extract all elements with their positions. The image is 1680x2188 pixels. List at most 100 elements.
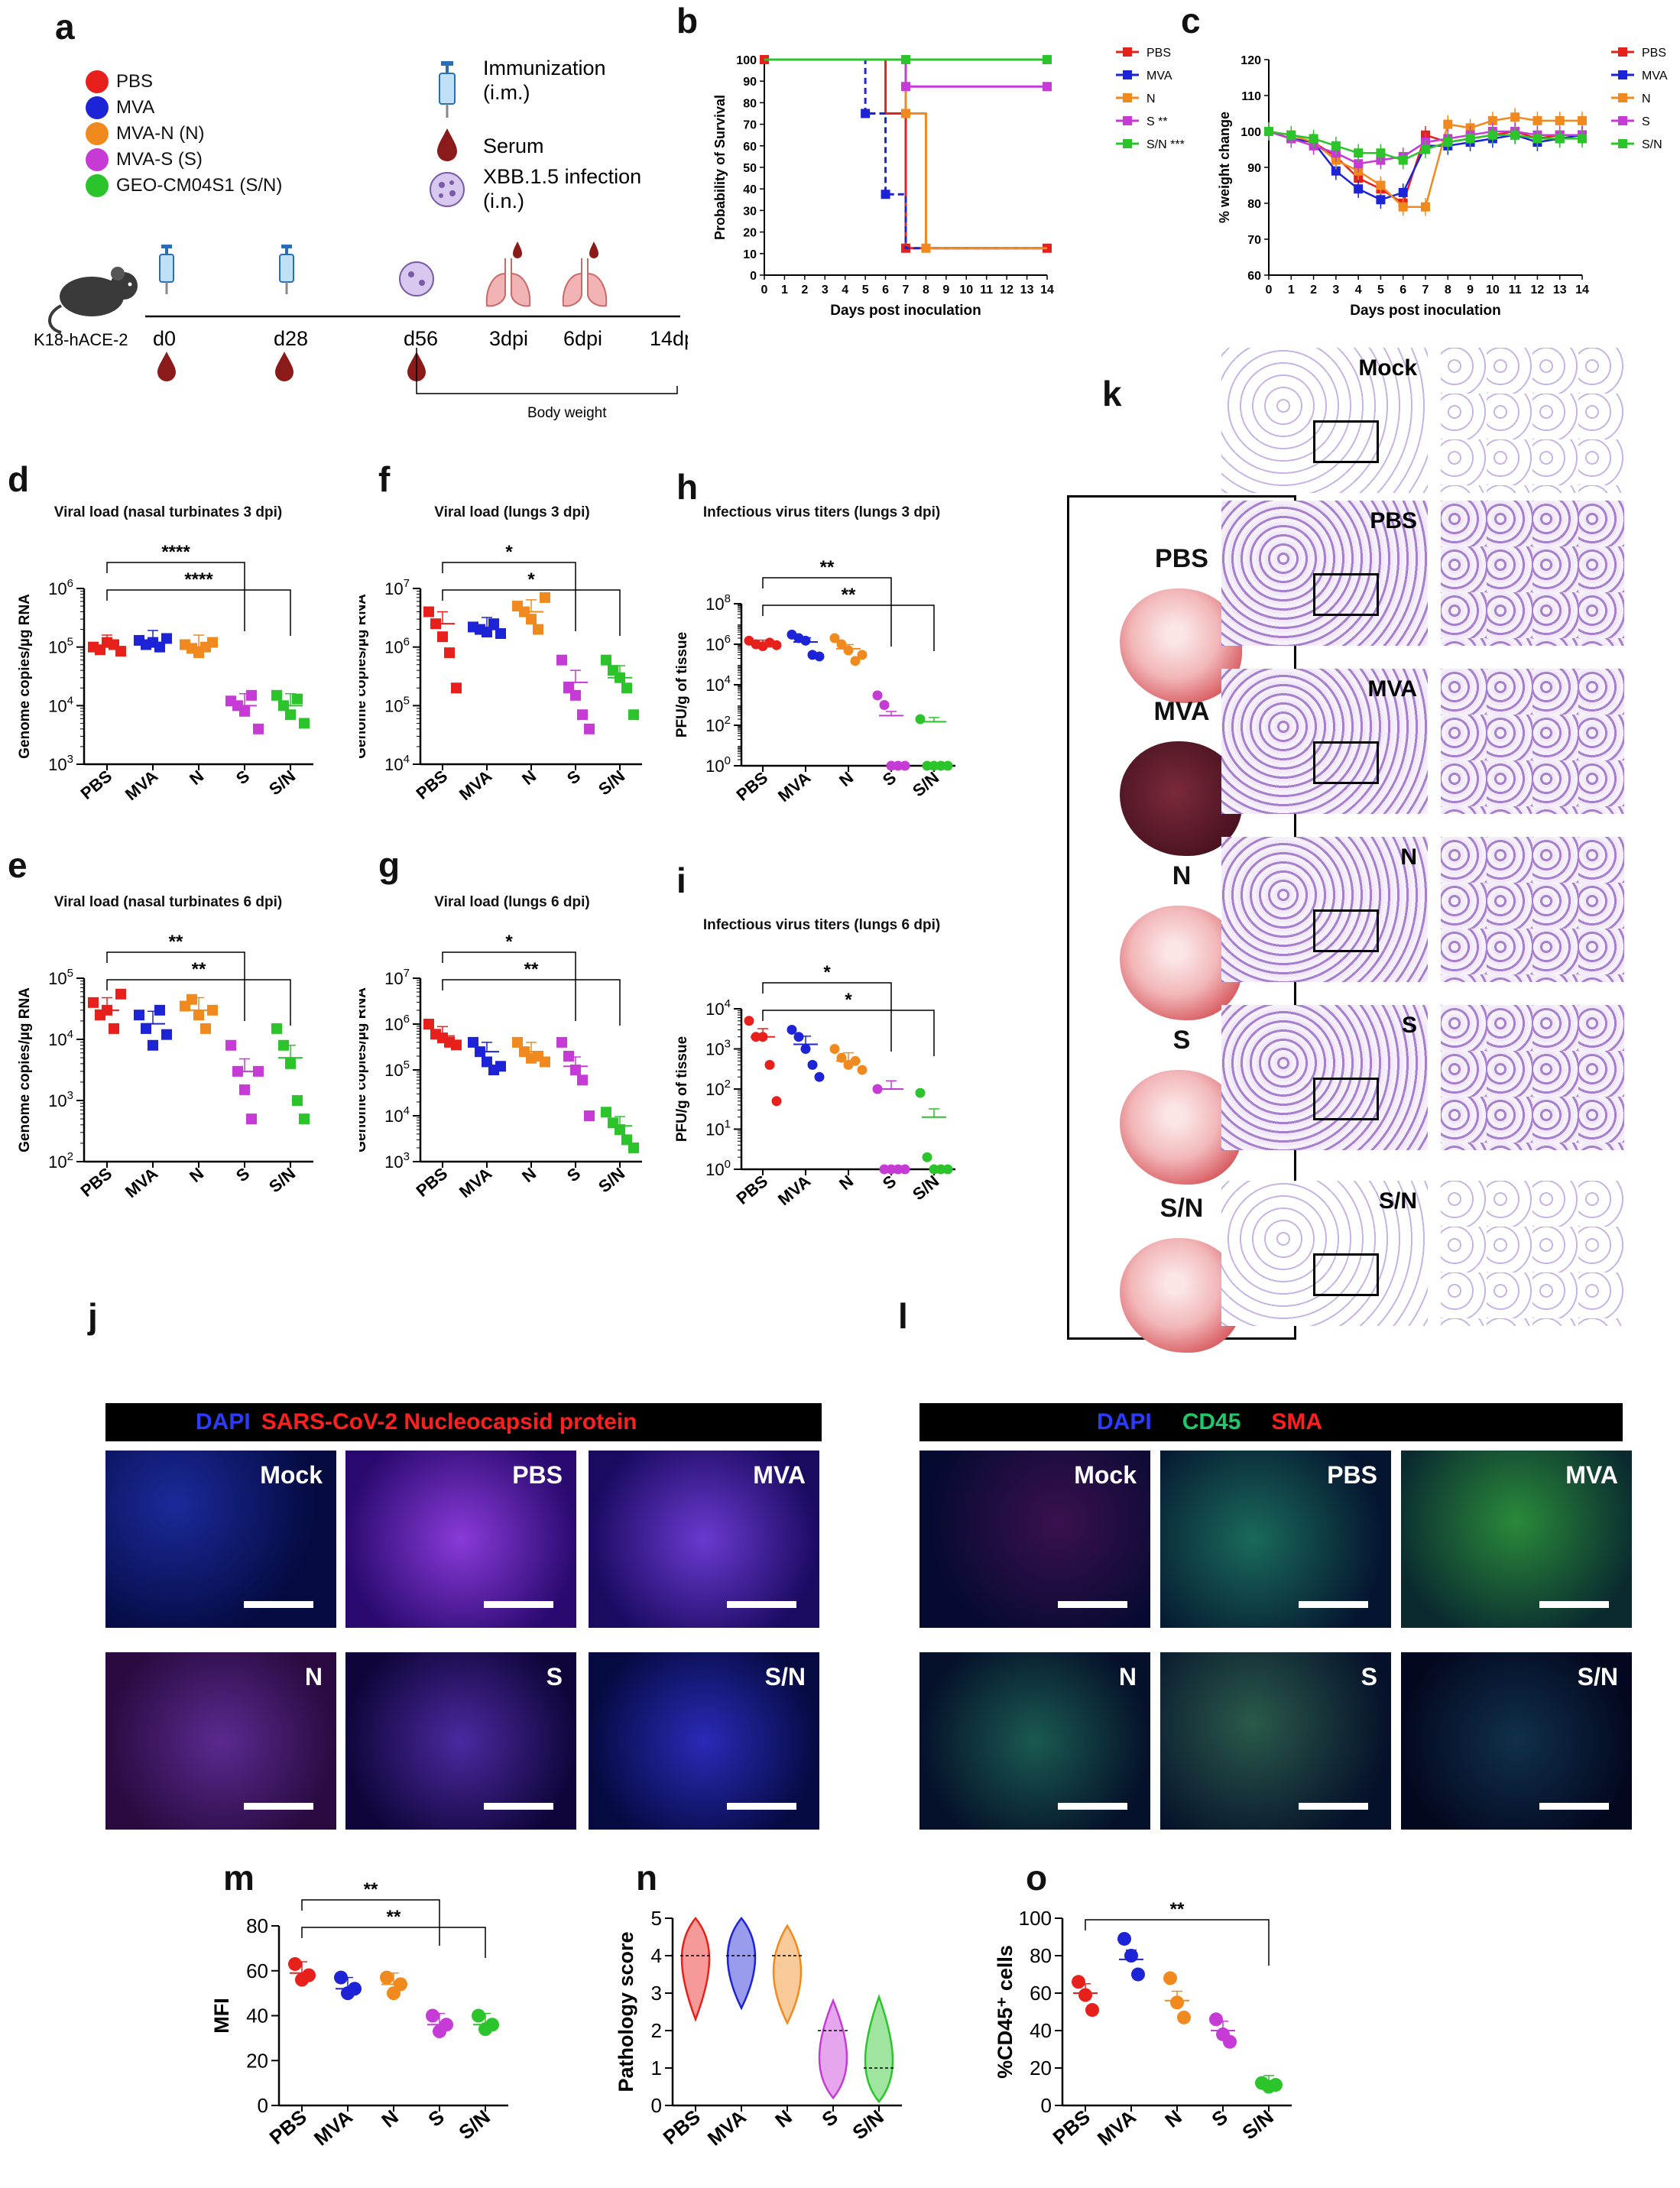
weight-marker	[1487, 130, 1497, 140]
bracket-line	[1085, 1919, 1270, 1966]
x-tick-label: S/N	[595, 767, 628, 799]
significance-bracket: ****	[106, 542, 245, 631]
chart-title-e: Viral load (nasal turbinates 6 dpi)	[54, 894, 283, 910]
significance-label: **	[169, 932, 183, 952]
x-tick-label: PBS	[659, 2105, 705, 2149]
data-point	[793, 1032, 804, 1042]
data-point	[922, 1152, 932, 1162]
legend-marker	[1618, 116, 1627, 125]
y-tick-label: 102	[48, 1150, 73, 1172]
data-point	[200, 1023, 211, 1034]
data-point	[850, 656, 861, 666]
weight-marker	[1443, 138, 1453, 147]
weight-marker	[1398, 155, 1408, 165]
panel-label-e: e	[8, 845, 28, 885]
lungs-icon	[485, 241, 531, 307]
series-MVA: MVA	[764, 58, 1172, 250]
data-point	[299, 718, 310, 729]
data-point	[154, 641, 165, 653]
data-point	[800, 1044, 811, 1054]
legend-label: N	[1642, 92, 1651, 105]
violin	[864, 1994, 894, 2104]
zoom-box	[1313, 741, 1379, 784]
gross-label: N	[1172, 861, 1192, 890]
data-point	[334, 1970, 348, 1985]
significance-bracket: ****	[106, 569, 291, 636]
data-point	[621, 1134, 632, 1146]
schema-a: Immunization (i.m.) Serum XBB.1.5 infect…	[34, 57, 688, 421]
weight-marker	[1331, 166, 1341, 176]
bracket-line	[442, 951, 576, 1021]
weight-marker	[1555, 115, 1565, 125]
fluorescence-label: S	[1361, 1663, 1377, 1690]
x-tick-label: S/N	[595, 1164, 628, 1197]
significance-bracket: **	[442, 959, 621, 1026]
data-point	[872, 690, 883, 701]
legend-label: S/N	[1642, 138, 1662, 151]
y-tick-label: 20	[1030, 2057, 1052, 2079]
data-point	[246, 1113, 257, 1125]
x-tick-label: MVA	[1093, 2105, 1140, 2150]
scale-bar	[727, 1803, 796, 1810]
y-tick-label: 90	[743, 76, 757, 89]
histology-high-mag	[1441, 1005, 1624, 1150]
data-point	[512, 1036, 523, 1048]
data-point	[929, 1164, 939, 1175]
y-tick-label: 70	[1247, 234, 1261, 247]
x-tick-label: N	[377, 2105, 403, 2132]
data-point	[829, 1044, 840, 1054]
timeline-3dpi: 3dpi	[489, 327, 528, 350]
violin	[818, 1998, 848, 2100]
x-tick-label: S	[563, 767, 584, 789]
dot-icon	[86, 96, 109, 119]
zoom-box	[1313, 909, 1379, 952]
y-tick-label: 100	[1019, 1907, 1052, 1930]
x-tick-label: S/N	[909, 1172, 942, 1204]
y-tick-label: 103	[48, 753, 73, 774]
x-tick-label: 9	[1467, 284, 1474, 297]
weight-marker	[1578, 115, 1587, 125]
scale-bar	[1539, 1601, 1609, 1608]
legend-label: GEO-CM04S1 (S/N)	[116, 175, 283, 196]
data-point	[161, 1029, 172, 1040]
x-tick-label: N	[1160, 2105, 1186, 2132]
data-point	[115, 988, 126, 1000]
legend-label: PBS	[1146, 47, 1171, 60]
x-tick-label: 10	[959, 284, 973, 297]
x-tick-label: S	[563, 1164, 584, 1186]
y-tick-label: 4	[651, 1944, 662, 1967]
y-tick-label: 1	[651, 2057, 662, 2079]
y-axis-label: Pathology score	[615, 1931, 637, 2092]
infection-route: (i.n.)	[483, 190, 524, 212]
data-point	[109, 1023, 119, 1034]
weight-marker	[1354, 159, 1364, 169]
bracket-line	[762, 605, 935, 651]
scale-bar	[1058, 1803, 1127, 1810]
data-point	[570, 1065, 581, 1075]
fluorescence-image: S/N	[1401, 1652, 1632, 1830]
virus-icon	[430, 172, 465, 207]
data-point	[601, 1107, 611, 1118]
serum-label: Serum	[483, 135, 544, 157]
weight-marker	[1421, 144, 1430, 154]
significance-label: ****	[184, 569, 213, 590]
y-tick-label: 103	[705, 1038, 731, 1059]
data-point	[584, 723, 595, 734]
fluorescence-image: S	[1160, 1652, 1391, 1830]
fluorescence-image: PBS	[1160, 1451, 1391, 1628]
bracket-line	[301, 1899, 440, 1946]
data-point	[239, 1084, 250, 1095]
mouse-label: K18-hACE-2	[34, 330, 128, 349]
histology-low-mag: MVA	[1221, 669, 1428, 814]
significance-bracket: **	[301, 1879, 440, 1946]
cd45-label: CD45	[1182, 1409, 1241, 1434]
legend-marker	[1618, 139, 1627, 148]
lungs-icon	[562, 241, 608, 307]
data-point	[601, 654, 611, 666]
x-tick-label: 4	[842, 284, 848, 297]
histology-label: Mock	[1358, 355, 1417, 381]
significance-bracket: **	[106, 932, 245, 1021]
y-tick-label: 105	[384, 1058, 410, 1080]
data-point	[134, 1010, 144, 1021]
data-point	[1117, 1931, 1131, 1946]
